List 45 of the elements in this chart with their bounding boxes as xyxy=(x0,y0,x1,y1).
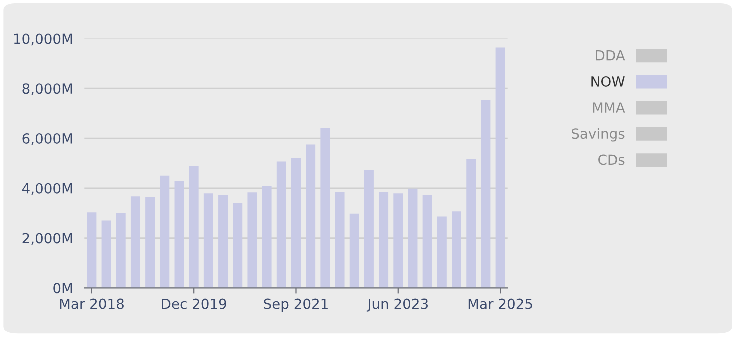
legend-label: NOW xyxy=(592,76,625,87)
x-tick-label: Dec 2019 xyxy=(162,298,226,310)
x-tick-label: Jun 2023 xyxy=(366,298,428,312)
bar xyxy=(306,144,316,288)
y-tick-label: 2,000M xyxy=(22,233,72,246)
bar xyxy=(262,186,272,288)
bar xyxy=(496,48,506,288)
bar xyxy=(481,100,491,288)
bar xyxy=(379,192,389,288)
bar xyxy=(437,216,447,288)
bar xyxy=(452,212,462,288)
bar xyxy=(320,128,330,288)
bar xyxy=(174,181,184,288)
legend-label: DDA xyxy=(596,50,626,61)
bar xyxy=(233,203,243,288)
bar xyxy=(218,195,228,288)
bar xyxy=(116,213,126,288)
bar xyxy=(160,176,170,288)
x-tick-label: Mar 2025 xyxy=(468,298,532,310)
bar xyxy=(204,194,214,288)
bar xyxy=(248,192,258,288)
bar xyxy=(130,196,140,288)
y-tick-label: 4,000M xyxy=(22,183,72,196)
bar xyxy=(422,195,432,288)
y-tick-label: 0M xyxy=(54,283,72,294)
bar xyxy=(146,197,156,288)
bar xyxy=(466,158,476,288)
x-tick-label: Sep 2021 xyxy=(264,298,328,312)
bar xyxy=(394,194,404,288)
y-tick-label: 10,000M xyxy=(14,34,72,46)
x-tick-label: Mar 2018 xyxy=(60,298,124,310)
bar xyxy=(87,212,97,288)
legend-label: CDs xyxy=(598,154,625,166)
bar xyxy=(102,220,112,288)
bar xyxy=(350,214,360,288)
y-tick-label: 8,000M xyxy=(22,84,72,96)
bar xyxy=(408,188,418,288)
bar xyxy=(364,170,374,288)
y-tick-label: 6,000M xyxy=(22,133,72,146)
bar xyxy=(291,158,301,288)
bar xyxy=(189,166,199,288)
bar xyxy=(335,192,345,288)
legend-label: MMA xyxy=(593,102,626,113)
legend-label: Savings xyxy=(572,128,625,142)
bar xyxy=(276,162,286,288)
